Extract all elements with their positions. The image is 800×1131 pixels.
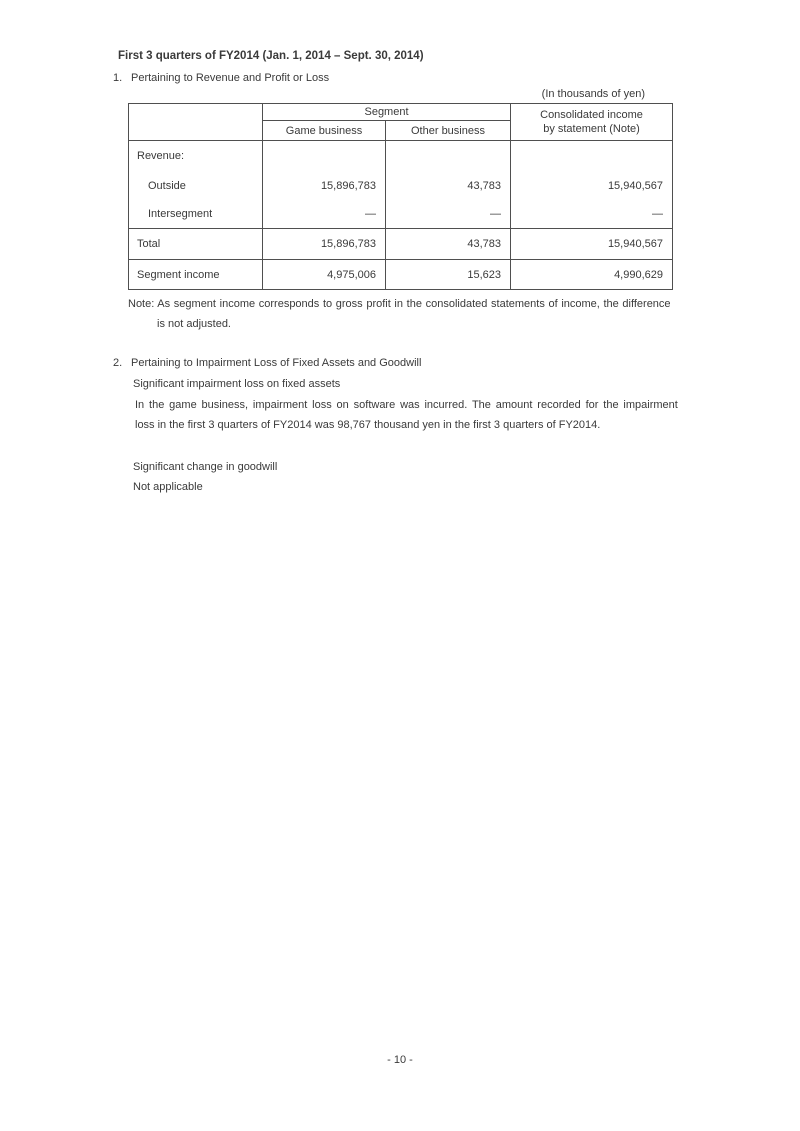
section1-heading-text: Pertaining to Revenue and Profit or Loss — [131, 72, 330, 84]
intersegment-consolidated-value: — — [510, 200, 673, 229]
page-title: First 3 quarters of FY2014 (Jan. 1, 2014… — [118, 50, 424, 62]
consolidated-column-header: Consolidated income by statement (Note) — [510, 103, 673, 141]
row-label: Revenue: — [128, 140, 263, 171]
section1-heading: 1. Pertaining to Revenue and Profit or L… — [113, 72, 329, 84]
table-row-revenue: Revenue: — [128, 140, 673, 171]
intersegment-game-value: — — [262, 200, 386, 229]
note-label: Note: — [128, 298, 155, 310]
table-row-total: Total 15,896,783 43,783 15,940,567 — [128, 228, 673, 260]
outside-other-value: 43,783 — [385, 170, 511, 201]
segment-income-consolidated-value: 4,990,629 — [510, 259, 673, 290]
goodwill-subheading: Significant change in goodwill — [133, 461, 278, 473]
units-label: (In thousands of yen) — [541, 88, 645, 100]
table-row-intersegment: Intersegment — — — — [128, 200, 673, 229]
game-column-header: Game business — [262, 120, 386, 141]
segment-table: Segment Consolidated income by statement… — [128, 103, 673, 290]
row-label: Segment income — [128, 259, 263, 290]
outside-consolidated-value: 15,940,567 — [510, 170, 673, 201]
row-label: Intersegment — [128, 200, 263, 229]
impairment-paragraph-line2: loss in the first 3 quarters of FY2014 w… — [135, 418, 601, 431]
empty-cell — [385, 140, 511, 171]
consolidated-header-line2: by statement (Note) — [543, 123, 640, 135]
consolidated-header-line1: Consolidated income — [540, 109, 643, 121]
impairment-subheading: Significant impairment loss on fixed ass… — [133, 378, 341, 390]
table-note: Note: As segment income corresponds to gr… — [128, 294, 720, 334]
total-game-value: 15,896,783 — [262, 228, 386, 260]
segment-income-other-value: 15,623 — [385, 259, 511, 290]
impairment-paragraph-line1: In the game business, impairment loss on… — [135, 399, 678, 411]
goodwill-body: Not applicable — [133, 481, 203, 493]
table-note-line2: is not adjusted. — [157, 318, 231, 330]
page-number: - 10 - — [387, 1054, 413, 1066]
note-text-line1: As segment income corresponds to gross p… — [157, 298, 671, 310]
table-note-line1: Note: As segment income corresponds to gr… — [128, 294, 720, 314]
total-consolidated-value: 15,940,567 — [510, 228, 673, 260]
row-label: Outside — [128, 170, 263, 201]
row-label: Total — [128, 228, 263, 260]
other-column-header: Other business — [385, 120, 511, 141]
section2-number: 2. — [113, 357, 123, 369]
table-header-row-2: Game business Other business — [129, 120, 673, 141]
goodwill-block: Significant change in goodwill Not appli… — [133, 457, 277, 497]
total-other-value: 43,783 — [385, 228, 511, 260]
table-row-segment-income: Segment income 4,975,006 15,623 4,990,62… — [128, 259, 673, 290]
table-header-row-1: Segment Consolidated income by statement… — [128, 103, 673, 141]
section2-heading-text: Pertaining to Impairment Loss of Fixed A… — [131, 357, 422, 369]
empty-cell — [262, 140, 386, 171]
table-row-outside: Outside 15,896,783 43,783 15,940,567 — [128, 170, 673, 201]
segment-table-container: Segment Consolidated income by statement… — [128, 103, 673, 290]
section2-heading: 2. Pertaining to Impairment Loss of Fixe… — [113, 357, 421, 369]
impairment-paragraph: In the game business, impairment loss on… — [135, 396, 719, 435]
segment-group-header: Segment — [262, 103, 511, 121]
outside-game-value: 15,896,783 — [262, 170, 386, 201]
corner-empty-cell — [128, 103, 263, 141]
empty-cell — [510, 140, 673, 171]
intersegment-other-value: — — [385, 200, 511, 229]
segment-income-game-value: 4,975,006 — [262, 259, 386, 290]
section1-number: 1. — [113, 72, 123, 84]
